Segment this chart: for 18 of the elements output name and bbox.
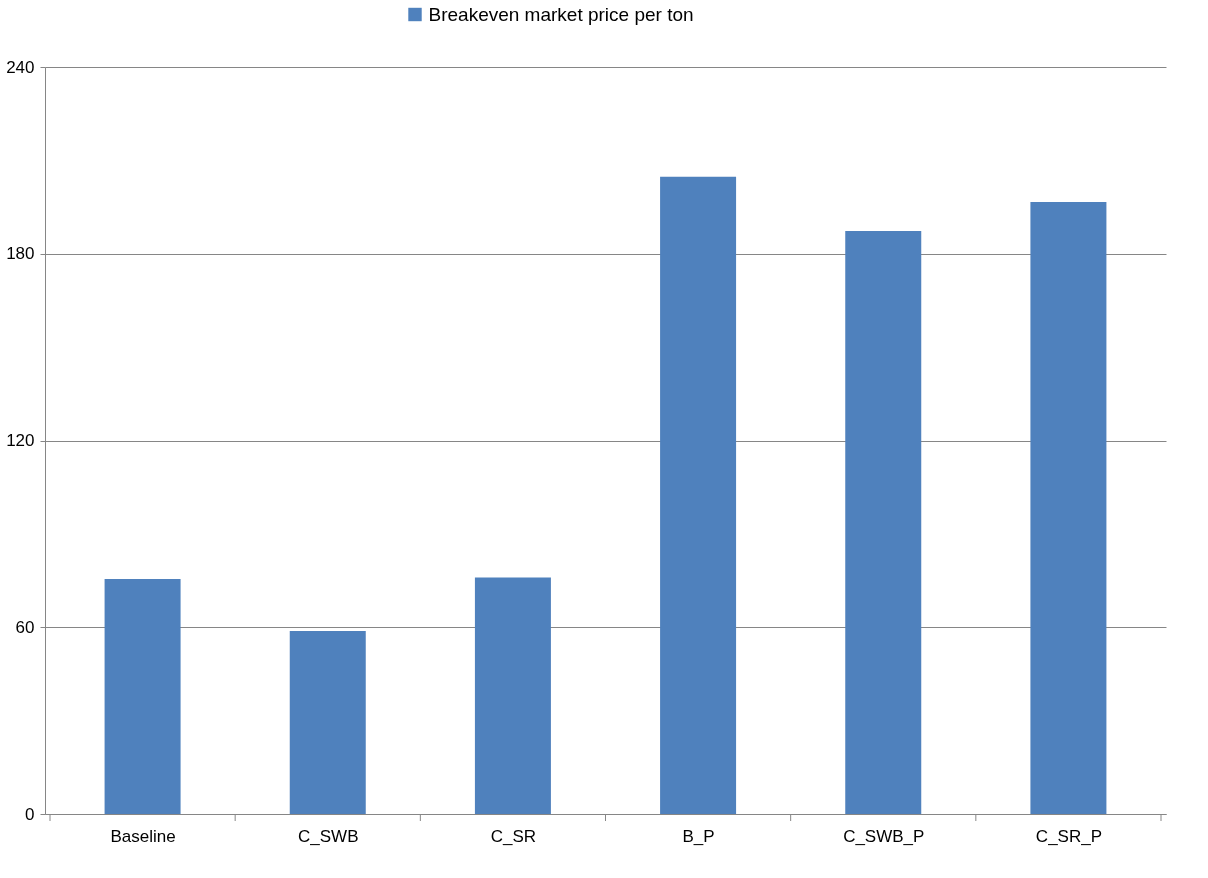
bar bbox=[104, 579, 181, 814]
y-tick-label: 60 bbox=[15, 617, 35, 637]
bar bbox=[845, 231, 922, 814]
x-tick-label: B_P bbox=[682, 826, 715, 846]
bar bbox=[289, 630, 366, 814]
bar bbox=[1030, 202, 1107, 814]
y-tick-label: 240 bbox=[6, 57, 35, 77]
x-tick-label: C_SR_P bbox=[1035, 826, 1102, 846]
y-tick-label: 120 bbox=[6, 431, 35, 450]
x-tick-label: C_SWB_P bbox=[843, 826, 925, 846]
bar bbox=[660, 176, 737, 814]
x-tick-label: C_SWB bbox=[298, 826, 359, 846]
x-tick-label: C_SR bbox=[490, 826, 537, 846]
y-tick-label: 0 bbox=[25, 804, 35, 824]
legend-label: Breakeven market price per ton bbox=[428, 3, 694, 25]
bar bbox=[474, 577, 551, 814]
y-tick-label: 180 bbox=[6, 244, 35, 264]
x-tick-label: Baseline bbox=[110, 826, 176, 846]
